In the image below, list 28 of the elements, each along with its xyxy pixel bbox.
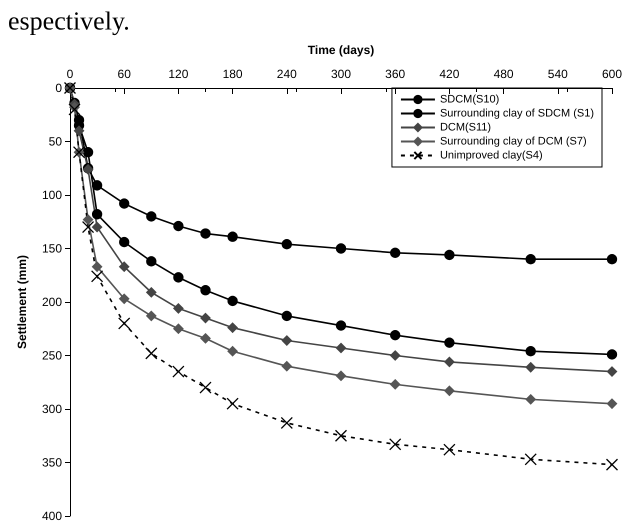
x-tick-label: 60 (118, 67, 132, 81)
x-tick-label: 180 (222, 67, 243, 81)
text: espectively. (8, 6, 130, 36)
legend-label: Surrounding clay of SDCM (S1) (440, 108, 594, 120)
y-axis-title: Settlement (mm) (15, 254, 29, 350)
y-tick-label: 0 (55, 81, 62, 95)
x-tick-label: 360 (385, 67, 406, 81)
x-tick-label: 0 (66, 67, 74, 81)
y-tick-label: 150 (42, 242, 62, 256)
y-tick-label: 400 (42, 509, 62, 523)
y-tick-label: 300 (42, 402, 62, 416)
y-tick-label: 350 (42, 456, 62, 470)
y-tick-label: 200 (42, 295, 62, 309)
legend-label: Unimproved clay(S4) (440, 150, 543, 162)
x-tick-label: 300 (330, 67, 352, 81)
y-tick-label: 50 (48, 134, 62, 148)
x-tick-label: 420 (439, 67, 460, 81)
y-tick-label: 250 (42, 348, 62, 362)
x-tick-label: 540 (548, 67, 568, 81)
legend-label: DCM(S11) (440, 122, 492, 134)
y-tick-label: 100 (42, 188, 62, 202)
x-tick-label: 240 (276, 67, 298, 81)
legend-label: SDCM(S10) (440, 94, 500, 106)
legend-label: Surrounding clay of DCM (S7) (440, 136, 587, 148)
x-axis-title: Time (days) (308, 43, 374, 57)
x-tick-label: 480 (494, 67, 514, 81)
x-tick-label: 600 (602, 67, 622, 81)
x-tick-label: 120 (168, 67, 189, 81)
